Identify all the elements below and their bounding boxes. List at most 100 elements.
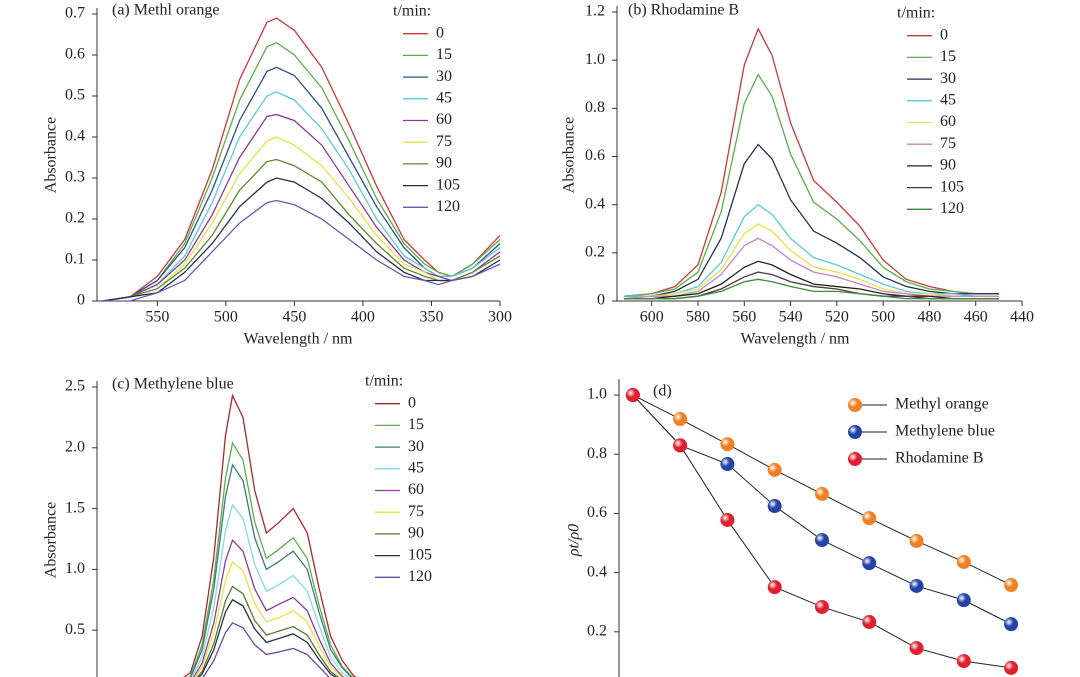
legend-label: 90 bbox=[408, 525, 424, 542]
x-tick-label: 580 bbox=[686, 309, 710, 326]
x-tick-label: 560 bbox=[732, 309, 756, 326]
y-tick-label: 0.6 bbox=[65, 46, 85, 63]
legend-label: 90 bbox=[940, 157, 956, 174]
data-point bbox=[767, 499, 782, 514]
series-line bbox=[191, 503, 350, 677]
series-line bbox=[623, 73, 999, 297]
y-tick-label: 0.6 bbox=[587, 504, 607, 521]
legend-label: 45 bbox=[436, 89, 452, 106]
data-point bbox=[720, 512, 735, 527]
chart-title: (c) Methylene blue bbox=[112, 376, 234, 393]
x-tick-label: 300 bbox=[488, 309, 512, 326]
legend-label: 0 bbox=[408, 394, 416, 411]
legend-label: 120 bbox=[940, 200, 964, 217]
series-line bbox=[102, 41, 501, 302]
series-line bbox=[102, 199, 501, 302]
y-tick-label: 1.0 bbox=[587, 386, 607, 403]
data-point bbox=[956, 554, 971, 569]
legend-label: 30 bbox=[408, 438, 424, 455]
data-point bbox=[956, 654, 971, 669]
y-tick-label: 1.5 bbox=[65, 499, 85, 516]
legend-label: 60 bbox=[436, 111, 452, 128]
series-line bbox=[190, 463, 352, 677]
x-tick-label: 440 bbox=[1010, 309, 1034, 326]
series-line bbox=[197, 598, 337, 677]
x-tick-label: 600 bbox=[640, 309, 664, 326]
y-tick-label: 0.2 bbox=[585, 244, 605, 261]
legend-title: t/min: bbox=[897, 5, 935, 22]
data-point bbox=[814, 533, 829, 548]
y-tick-label: 0 bbox=[77, 292, 85, 309]
chart-title: (a) Methl orange bbox=[112, 2, 220, 19]
legend-label: 45 bbox=[408, 459, 424, 476]
data-point bbox=[814, 599, 829, 614]
figure-body: (a) Methl orange Absorbance Wavelength / n… bbox=[43, 2, 1034, 677]
y-tick-label: 0.4 bbox=[587, 563, 607, 580]
y-tick-label: 0.8 bbox=[585, 99, 605, 116]
series-line bbox=[102, 91, 501, 302]
data-point bbox=[909, 578, 924, 593]
x-axis-label: Wavelength / nm bbox=[244, 331, 353, 348]
data-point bbox=[909, 533, 924, 548]
x-axis-label: Wavelength / nm bbox=[741, 331, 850, 348]
legend-label: 75 bbox=[436, 133, 452, 150]
legend-label: 120 bbox=[436, 198, 460, 215]
legend-label: 15 bbox=[408, 416, 424, 433]
data-point bbox=[814, 486, 829, 501]
legend-label: 15 bbox=[940, 48, 956, 65]
legend-marker bbox=[848, 425, 862, 439]
legend-label: 120 bbox=[408, 568, 432, 585]
y-axis-label: ρt/ρ0 bbox=[566, 524, 583, 557]
legend-label: Rhodamine B bbox=[895, 450, 983, 467]
chart-title: (b) Rhodamine B bbox=[628, 2, 739, 19]
data-point bbox=[767, 580, 782, 595]
series-line bbox=[192, 538, 345, 677]
y-tick-label: 0.2 bbox=[587, 622, 607, 639]
y-tick-label: 0.8 bbox=[587, 445, 607, 462]
series-line bbox=[196, 585, 340, 677]
x-tick-label: 400 bbox=[351, 309, 375, 326]
series-line bbox=[623, 260, 999, 300]
legend-label: Methylene blue bbox=[895, 423, 995, 440]
chart-title: (d) bbox=[653, 383, 672, 400]
legend-label: 105 bbox=[436, 176, 460, 193]
legend-label: 45 bbox=[940, 91, 956, 108]
series-line bbox=[202, 622, 330, 677]
data-point bbox=[1004, 578, 1019, 593]
y-tick-label: 2.0 bbox=[65, 438, 85, 455]
legend-label: 30 bbox=[436, 68, 452, 85]
data-point bbox=[673, 412, 688, 427]
data-point bbox=[625, 388, 640, 403]
legend-label: 15 bbox=[436, 46, 452, 63]
x-tick-label: 460 bbox=[964, 309, 988, 326]
data-point bbox=[673, 438, 688, 453]
x-tick-label: 520 bbox=[825, 309, 849, 326]
legend-label: 75 bbox=[940, 135, 956, 152]
series-line bbox=[623, 223, 999, 300]
y-tick-label: 0.3 bbox=[65, 169, 85, 186]
series-line bbox=[183, 393, 358, 677]
legend-label: 0 bbox=[436, 24, 444, 41]
y-axis-label: Absorbance bbox=[43, 502, 60, 578]
data-point bbox=[720, 457, 735, 472]
legend-label: 75 bbox=[408, 503, 424, 520]
legend-label: Methyl orange bbox=[895, 396, 989, 413]
legend-label: 105 bbox=[940, 178, 964, 195]
series-line bbox=[187, 441, 354, 677]
x-tick-label: 480 bbox=[917, 309, 941, 326]
y-tick-label: 2.5 bbox=[65, 378, 85, 395]
y-tick-label: 0.4 bbox=[585, 195, 605, 212]
y-tick-label: 0.5 bbox=[65, 621, 85, 638]
x-tick-label: 500 bbox=[871, 309, 895, 326]
x-tick-label: 550 bbox=[145, 309, 169, 326]
y-tick-label: 0.6 bbox=[585, 147, 605, 164]
y-tick-label: 1.0 bbox=[585, 51, 605, 68]
series-line bbox=[623, 27, 999, 297]
legend-title: t/min: bbox=[393, 3, 431, 20]
y-tick-label: 0.4 bbox=[65, 128, 85, 145]
data-point bbox=[862, 511, 877, 526]
legend-label: 30 bbox=[940, 70, 956, 87]
legend-label: 105 bbox=[408, 546, 432, 563]
legend-label: 0 bbox=[940, 26, 948, 43]
legend-title: t/min: bbox=[365, 373, 403, 390]
